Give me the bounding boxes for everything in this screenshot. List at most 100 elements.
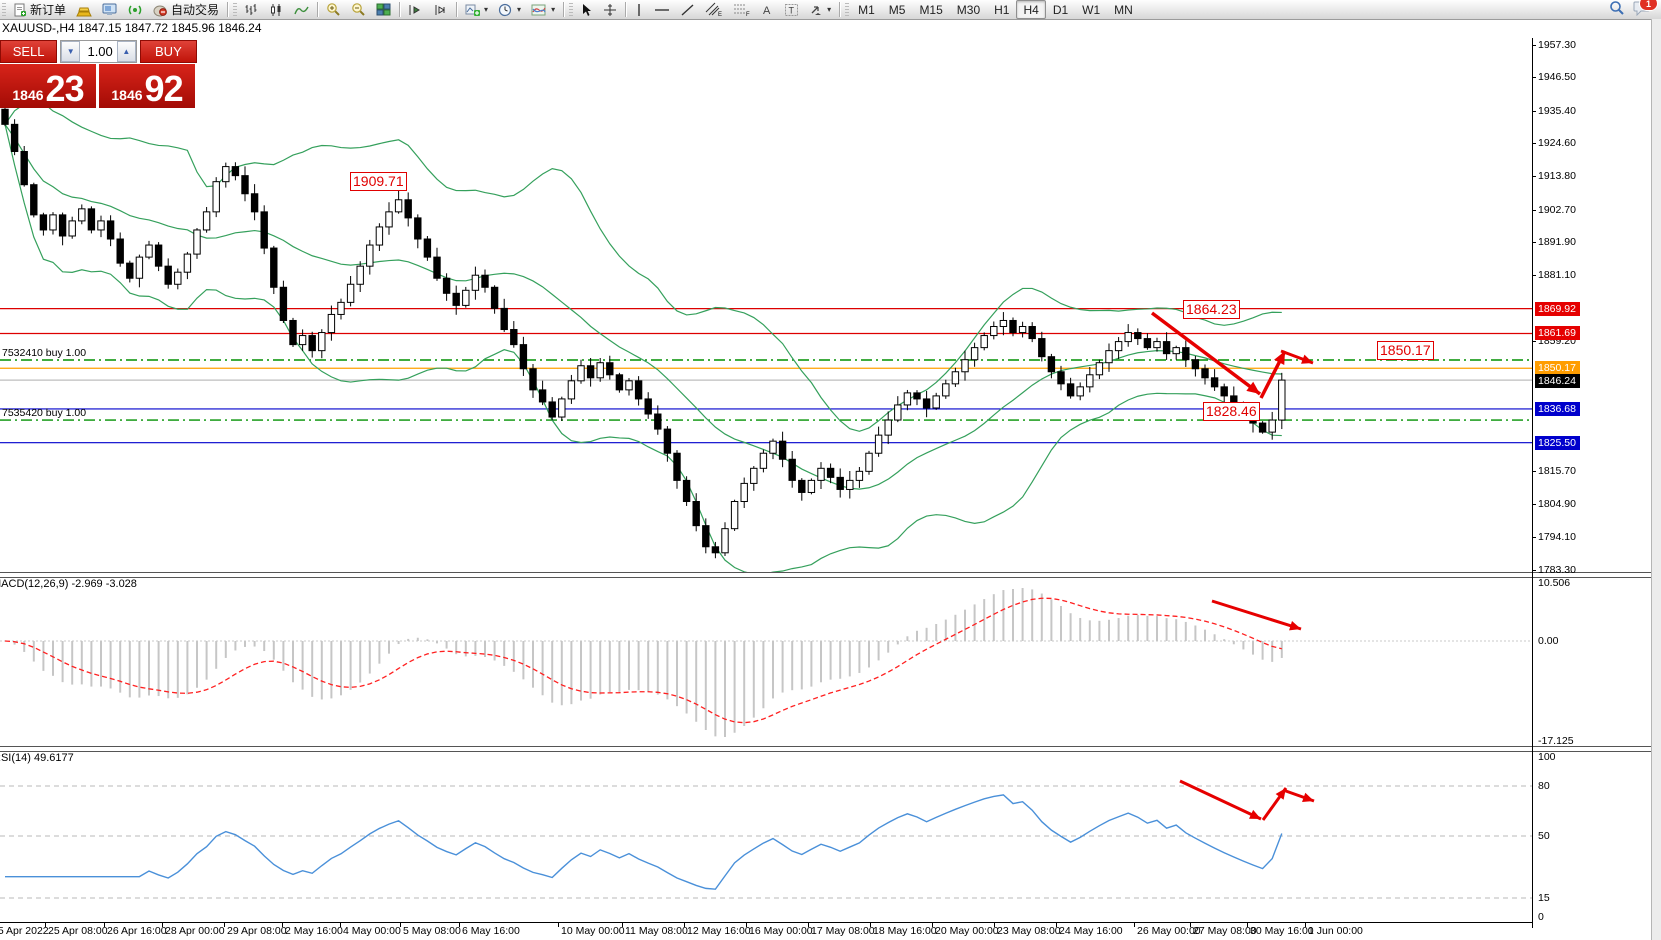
candle-body (913, 392, 921, 400)
rsi-axis-label: 80 (1538, 780, 1550, 792)
zoom-out-button[interactable] (346, 0, 371, 19)
community-chat-button[interactable]: 1 (1633, 0, 1658, 19)
toolbar-separator (625, 2, 627, 17)
price-annotation[interactable]: 1828.46 (1203, 402, 1260, 421)
price-tick-label: 1902.70 (1538, 204, 1576, 216)
time-axis-label: 23 May 08:00 (997, 925, 1061, 937)
dropdown-caret: ▾ (827, 5, 832, 14)
candle-body (942, 383, 950, 397)
time-axis-line (0, 922, 1533, 923)
trendline-button[interactable] (675, 0, 700, 19)
new-order-button[interactable]: 新订单 (8, 0, 71, 19)
buy-price[interactable]: 1846 92 (99, 64, 195, 108)
candle-body (1028, 326, 1036, 340)
candlestick-chart-icon (271, 3, 281, 16)
auto-trading-button[interactable]: 自动交易 (148, 0, 224, 19)
trend-arrow[interactable] (1179, 779, 1262, 821)
candle-body (567, 380, 576, 400)
price-chart[interactable] (0, 38, 1532, 572)
order-line-label: 7532410 buy 1.00 (2, 347, 87, 359)
toolbar-grip[interactable] (845, 2, 850, 17)
gold-bar-icon (76, 3, 92, 17)
timeframe-h4[interactable]: H4 (1016, 0, 1046, 19)
new-order-label: 新订单 (30, 3, 67, 17)
crosshair-button[interactable] (598, 0, 622, 19)
equidistant-channel-button[interactable]: E (700, 0, 728, 19)
time-axis-label: 27 May 08:00 (1193, 925, 1257, 937)
vertical-scrollbar[interactable] (1651, 19, 1661, 940)
panel-separator[interactable] (0, 572, 1661, 578)
price-tick-label: 1891.90 (1538, 236, 1576, 248)
candle-body (1, 108, 9, 125)
timeframe-h1[interactable]: H1 (994, 2, 1010, 17)
time-axis-label: 2 May 16:00 (285, 925, 343, 937)
price-annotation[interactable]: 1864.23 (1183, 300, 1240, 319)
candle-body (1210, 377, 1219, 388)
arrows-icon (811, 5, 822, 15)
panel-separator[interactable] (0, 746, 1661, 752)
auto-scroll-button[interactable] (403, 0, 428, 19)
horizontal-line-button[interactable] (649, 0, 675, 19)
templates-button[interactable]: ▾ (526, 0, 560, 19)
candle-body (1057, 371, 1065, 385)
candle-body (970, 347, 979, 361)
toolbar-grip[interactable] (569, 2, 574, 17)
candle-body (1278, 379, 1286, 421)
macd-panel[interactable] (0, 576, 1532, 746)
candle-body (1047, 356, 1056, 373)
candle-body (874, 434, 883, 454)
toolbar-grip[interactable] (2, 2, 6, 17)
macd-axis-label: 10.506 (1538, 577, 1571, 589)
search-icon[interactable] (1609, 0, 1625, 19)
rsi-panel[interactable] (0, 750, 1532, 922)
cursor-icon (583, 3, 592, 16)
fibonacci-button[interactable]: F (728, 0, 756, 19)
tile-windows-button[interactable] (371, 0, 396, 19)
signals-button[interactable] (123, 0, 148, 19)
price-annotation[interactable]: 1850.17 (1377, 341, 1434, 360)
sell-button[interactable]: SELL (0, 40, 58, 63)
zoom-out-icon (352, 3, 365, 16)
vertical-line-button[interactable] (629, 0, 649, 19)
zoom-in-button[interactable] (321, 0, 346, 19)
time-tick-mark (104, 923, 105, 927)
buy-button[interactable]: BUY (139, 40, 197, 63)
new-order-icon (13, 3, 27, 17)
price-axis-line (1532, 38, 1533, 928)
timeframe-m30[interactable]: M30 (956, 2, 981, 17)
text-button[interactable]: A (756, 0, 779, 19)
cursor-button[interactable] (575, 0, 598, 19)
volume-decrease-button[interactable]: ▼ (61, 41, 81, 62)
trend-arrow[interactable] (1150, 311, 1262, 396)
price-annotation[interactable]: 1909.71 (350, 172, 407, 191)
timeframe-m5[interactable]: M5 (888, 2, 906, 17)
indicators-button[interactable]: ▾ (460, 0, 493, 19)
candle-body (721, 528, 729, 554)
candlestick-chart-button[interactable] (264, 0, 289, 19)
text-label-button[interactable]: T (779, 0, 804, 19)
trend-arrow[interactable] (1211, 599, 1302, 631)
time-tick-mark (162, 923, 163, 927)
candle-body (673, 452, 681, 481)
periods-button[interactable]: ▾ (493, 0, 526, 19)
arrows-button[interactable]: ▾ (804, 0, 836, 19)
candle-body (759, 452, 768, 469)
line-chart-button[interactable] (289, 0, 314, 19)
price-tick-mark (1532, 570, 1536, 571)
bar-chart-button[interactable] (239, 0, 264, 19)
toolbar-grip[interactable] (233, 2, 238, 17)
volume-increase-button[interactable]: ▲ (116, 41, 136, 62)
timeframe-d1[interactable]: D1 (1052, 2, 1069, 17)
candle-body (1172, 347, 1180, 355)
timeframe-m15[interactable]: M15 (919, 2, 943, 17)
gold-panel-button[interactable] (71, 0, 97, 19)
time-tick-mark (1056, 923, 1057, 927)
timeframe-w1[interactable]: W1 (1082, 2, 1101, 17)
sell-price[interactable]: 1846 23 (0, 64, 96, 108)
chart-shift-button[interactable] (428, 0, 453, 19)
timeframe-mn[interactable]: MN (1114, 2, 1133, 17)
timeframe-m1[interactable]: M1 (858, 2, 875, 17)
time-axis-label: 29 Apr 08:00 (227, 925, 287, 937)
volume-input[interactable]: 1.00 (87, 44, 113, 59)
terminal-button[interactable] (97, 0, 123, 19)
